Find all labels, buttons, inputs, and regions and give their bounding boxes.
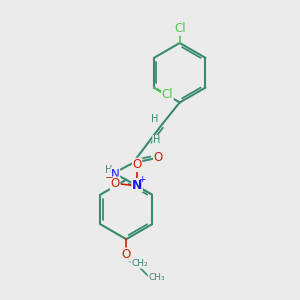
- Text: O: O: [122, 248, 131, 261]
- Text: N: N: [132, 178, 142, 192]
- Text: O: O: [110, 177, 120, 190]
- Text: −: −: [105, 172, 113, 183]
- Text: Cl: Cl: [174, 22, 185, 35]
- Text: O: O: [133, 158, 142, 171]
- Text: CH₂: CH₂: [131, 259, 148, 268]
- Text: H: H: [153, 136, 160, 146]
- Text: +: +: [138, 175, 146, 184]
- Text: H: H: [151, 114, 158, 124]
- Text: Cl: Cl: [161, 88, 173, 100]
- Text: H: H: [105, 165, 112, 175]
- Text: O: O: [154, 151, 163, 164]
- Text: N: N: [111, 168, 120, 181]
- Text: CH₃: CH₃: [148, 273, 165, 282]
